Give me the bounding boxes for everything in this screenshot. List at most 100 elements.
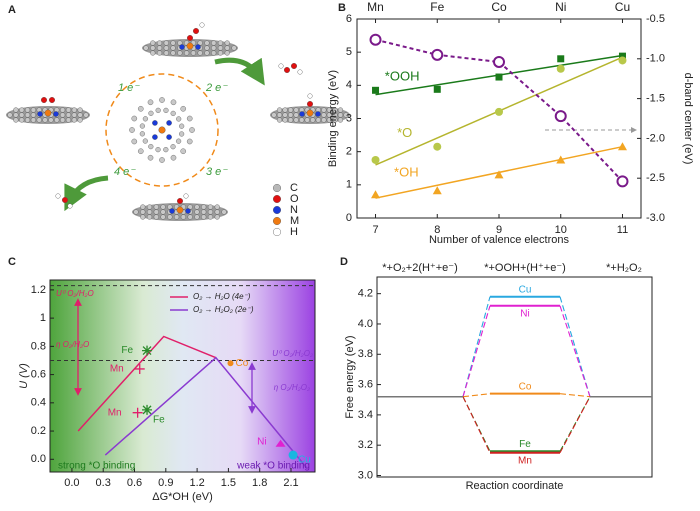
point [493, 55, 505, 68]
atom [137, 148, 144, 155]
cycle-ring [105, 73, 219, 187]
atom [211, 50, 217, 56]
atom [169, 208, 175, 214]
atom [19, 112, 25, 118]
atom [152, 134, 158, 140]
atom [288, 107, 294, 113]
atom [343, 112, 349, 118]
atom [44, 109, 52, 117]
atom [13, 107, 19, 113]
atom [179, 131, 185, 137]
atom [197, 50, 203, 56]
atom [41, 96, 48, 103]
x-tick-label: 0.0 [64, 477, 79, 489]
atom [315, 117, 321, 123]
y-axis-title: U (V) [18, 363, 30, 389]
atom [133, 209, 139, 215]
top-category-label: Cu [615, 0, 630, 14]
atom [201, 214, 207, 220]
point [557, 55, 565, 63]
atom [153, 204, 159, 210]
panel-label: C [8, 256, 16, 268]
y-tick-label: 0.6 [31, 368, 46, 380]
point [372, 86, 380, 94]
atom [217, 45, 224, 51]
atom [60, 107, 66, 113]
atom [214, 214, 220, 220]
atom [146, 204, 153, 210]
point-label: Ni [257, 436, 266, 447]
legend-label: C [290, 182, 298, 194]
atom [231, 45, 237, 51]
y-tick-label: 3.2 [358, 439, 373, 451]
volcano-line [77, 335, 217, 432]
atom [184, 50, 190, 56]
atom [187, 214, 193, 220]
atom [183, 193, 189, 199]
molecule-diagram [6, 22, 350, 236]
atom [278, 63, 284, 69]
atom [186, 42, 194, 50]
y-tick-label: 3.8 [358, 348, 373, 360]
atom [155, 107, 161, 113]
series-label: *OH [394, 165, 419, 180]
y-tick-label: 1 [40, 312, 46, 324]
atom [194, 214, 200, 220]
atom [13, 117, 19, 123]
series-label: *O [397, 125, 412, 140]
state-label: *+H₂O₂ [606, 262, 642, 274]
atom [307, 100, 314, 107]
atom [71, 112, 77, 118]
y-tick-label: 0.4 [31, 397, 46, 409]
atom [159, 97, 165, 103]
atom [7, 112, 13, 118]
atom [71, 107, 77, 113]
atom [48, 117, 54, 123]
atom [276, 107, 283, 113]
point [618, 56, 627, 65]
atom [199, 22, 205, 28]
atom [163, 147, 169, 153]
atom [282, 117, 288, 123]
atom [24, 112, 31, 118]
atom [166, 120, 172, 126]
legend-label: M [290, 215, 299, 227]
atom [150, 40, 156, 46]
series-label: Ni [520, 308, 529, 319]
atom [180, 148, 187, 155]
atom [273, 183, 282, 192]
annotation: η O₂/H₂O₂ [274, 383, 310, 392]
atom [201, 209, 207, 215]
point [134, 363, 145, 374]
point-label: Co [235, 358, 248, 369]
atom [83, 112, 89, 118]
atom [158, 126, 166, 134]
atom [167, 214, 173, 220]
point [554, 110, 567, 123]
atom [192, 28, 199, 35]
atom [217, 50, 224, 56]
atom [282, 112, 288, 118]
atom [146, 209, 153, 215]
x-tick-label: 1.5 [221, 477, 236, 489]
x-axis-title: Reaction coordinate [466, 480, 564, 492]
panel-label: A [8, 4, 16, 16]
y-tick-label: 3 [346, 112, 352, 124]
atom [337, 117, 344, 123]
electron-label: 1 e⁻ [118, 82, 140, 94]
state-label: *+O₂+2(H⁺+e⁻) [382, 262, 458, 274]
atom [30, 112, 36, 118]
x-tick-label: 0.9 [158, 477, 173, 489]
transition-line [462, 393, 491, 398]
atom [24, 107, 31, 113]
atom [307, 93, 313, 99]
atom [160, 204, 166, 210]
atom [179, 44, 185, 50]
atom [62, 196, 69, 203]
point [275, 439, 286, 447]
point-label: Cu [298, 455, 311, 466]
atom [156, 45, 163, 51]
atom [288, 112, 294, 118]
atom [142, 116, 149, 122]
point-label: Fe [153, 415, 165, 426]
